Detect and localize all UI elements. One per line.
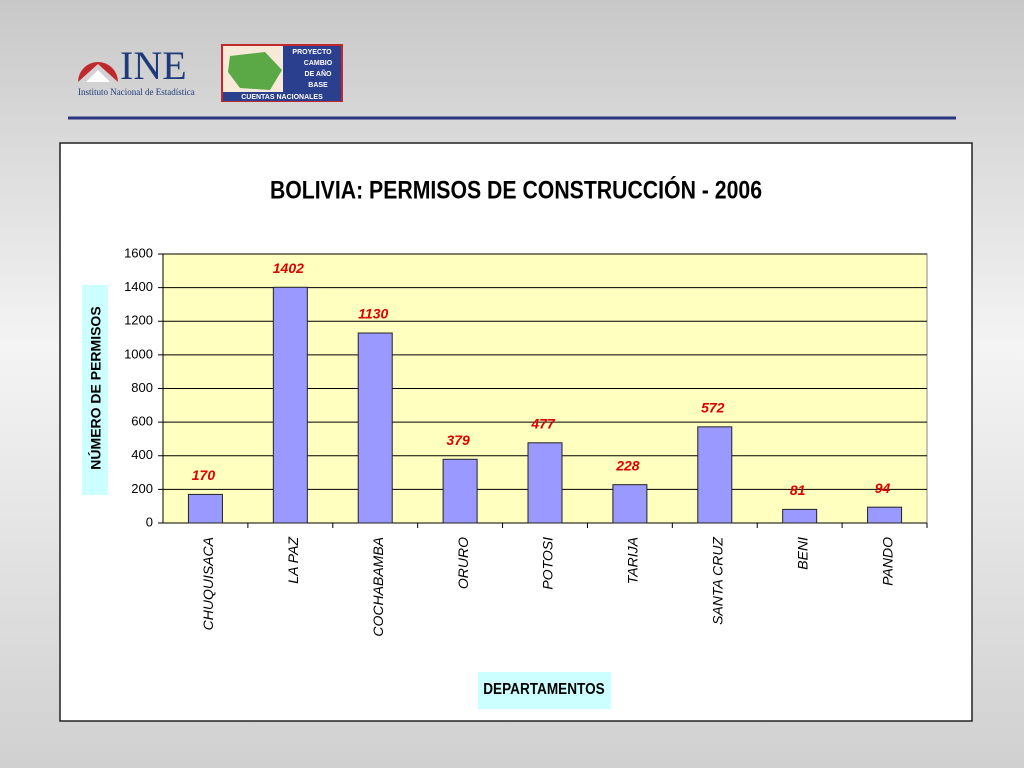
y-tick-label: 1200	[124, 313, 153, 328]
value-label: 94	[875, 480, 891, 496]
bar	[782, 508, 818, 524]
project-map	[228, 52, 282, 90]
value-label: 170	[192, 467, 216, 483]
x-tick-label: COCHABAMBA	[370, 537, 386, 637]
x-tick-label: SANTA CRUZ	[709, 537, 725, 625]
y-tick-label: 800	[131, 380, 153, 395]
project-line: PROYECTO	[292, 49, 332, 56]
y-tick-label: 400	[131, 447, 153, 462]
project-line: CAMBIO	[304, 60, 333, 67]
bar	[697, 426, 733, 524]
bar	[442, 458, 478, 524]
project-line: DE AÑO	[305, 69, 333, 78]
x-tick-label: POTOSI	[540, 537, 556, 590]
y-tick-label: 1400	[124, 279, 153, 294]
x-axis-label: DEPARTAMENTOS	[483, 681, 605, 698]
x-tick-label: TARIJA	[625, 537, 641, 584]
y-label-bg	[82, 285, 108, 495]
bar	[187, 493, 223, 524]
y-tick-label: 600	[131, 414, 153, 429]
project-line: BASE	[308, 82, 328, 89]
logo-mark	[78, 62, 118, 82]
bar	[272, 286, 308, 524]
x-tick-label: BENI	[794, 537, 810, 570]
chart-title: BOLIVIA: PERMISOS DE CONSTRUCCIÓN - 2006	[270, 175, 762, 204]
x-tick-label: CHUQUISACA	[200, 537, 216, 630]
x-tick-label: LA PAZ	[285, 537, 301, 584]
bar	[357, 332, 393, 524]
bar	[527, 442, 563, 524]
project-footer-bg	[223, 92, 341, 101]
logo-text: INE	[120, 43, 187, 88]
logo-subtitle: Instituto Nacional de Estadística	[78, 87, 195, 97]
y-tick-label: 200	[131, 481, 153, 496]
project-box	[283, 46, 341, 92]
value-label: 477	[530, 416, 556, 432]
value-label: 81	[790, 482, 806, 498]
value-label: 228	[615, 457, 640, 473]
value-label: 1402	[273, 260, 304, 276]
x-tick-label: PANDO	[879, 537, 895, 586]
project-footer: CUENTAS NACIONALES	[241, 94, 323, 101]
x-label-bg	[478, 672, 611, 709]
value-label: 379	[446, 432, 470, 448]
bar	[612, 484, 648, 524]
y-tick-label: 0	[146, 514, 153, 529]
value-label: 1130	[358, 306, 388, 322]
value-label: 572	[701, 400, 725, 416]
y-tick-label: 1000	[124, 346, 153, 361]
x-tick-label: ORURO	[455, 537, 471, 589]
logo-mark-inner	[86, 70, 110, 82]
bar	[867, 506, 903, 524]
y-axis-label: NÚMERO DE PERMISOS	[87, 306, 104, 469]
y-tick-label: 1600	[124, 245, 153, 260]
